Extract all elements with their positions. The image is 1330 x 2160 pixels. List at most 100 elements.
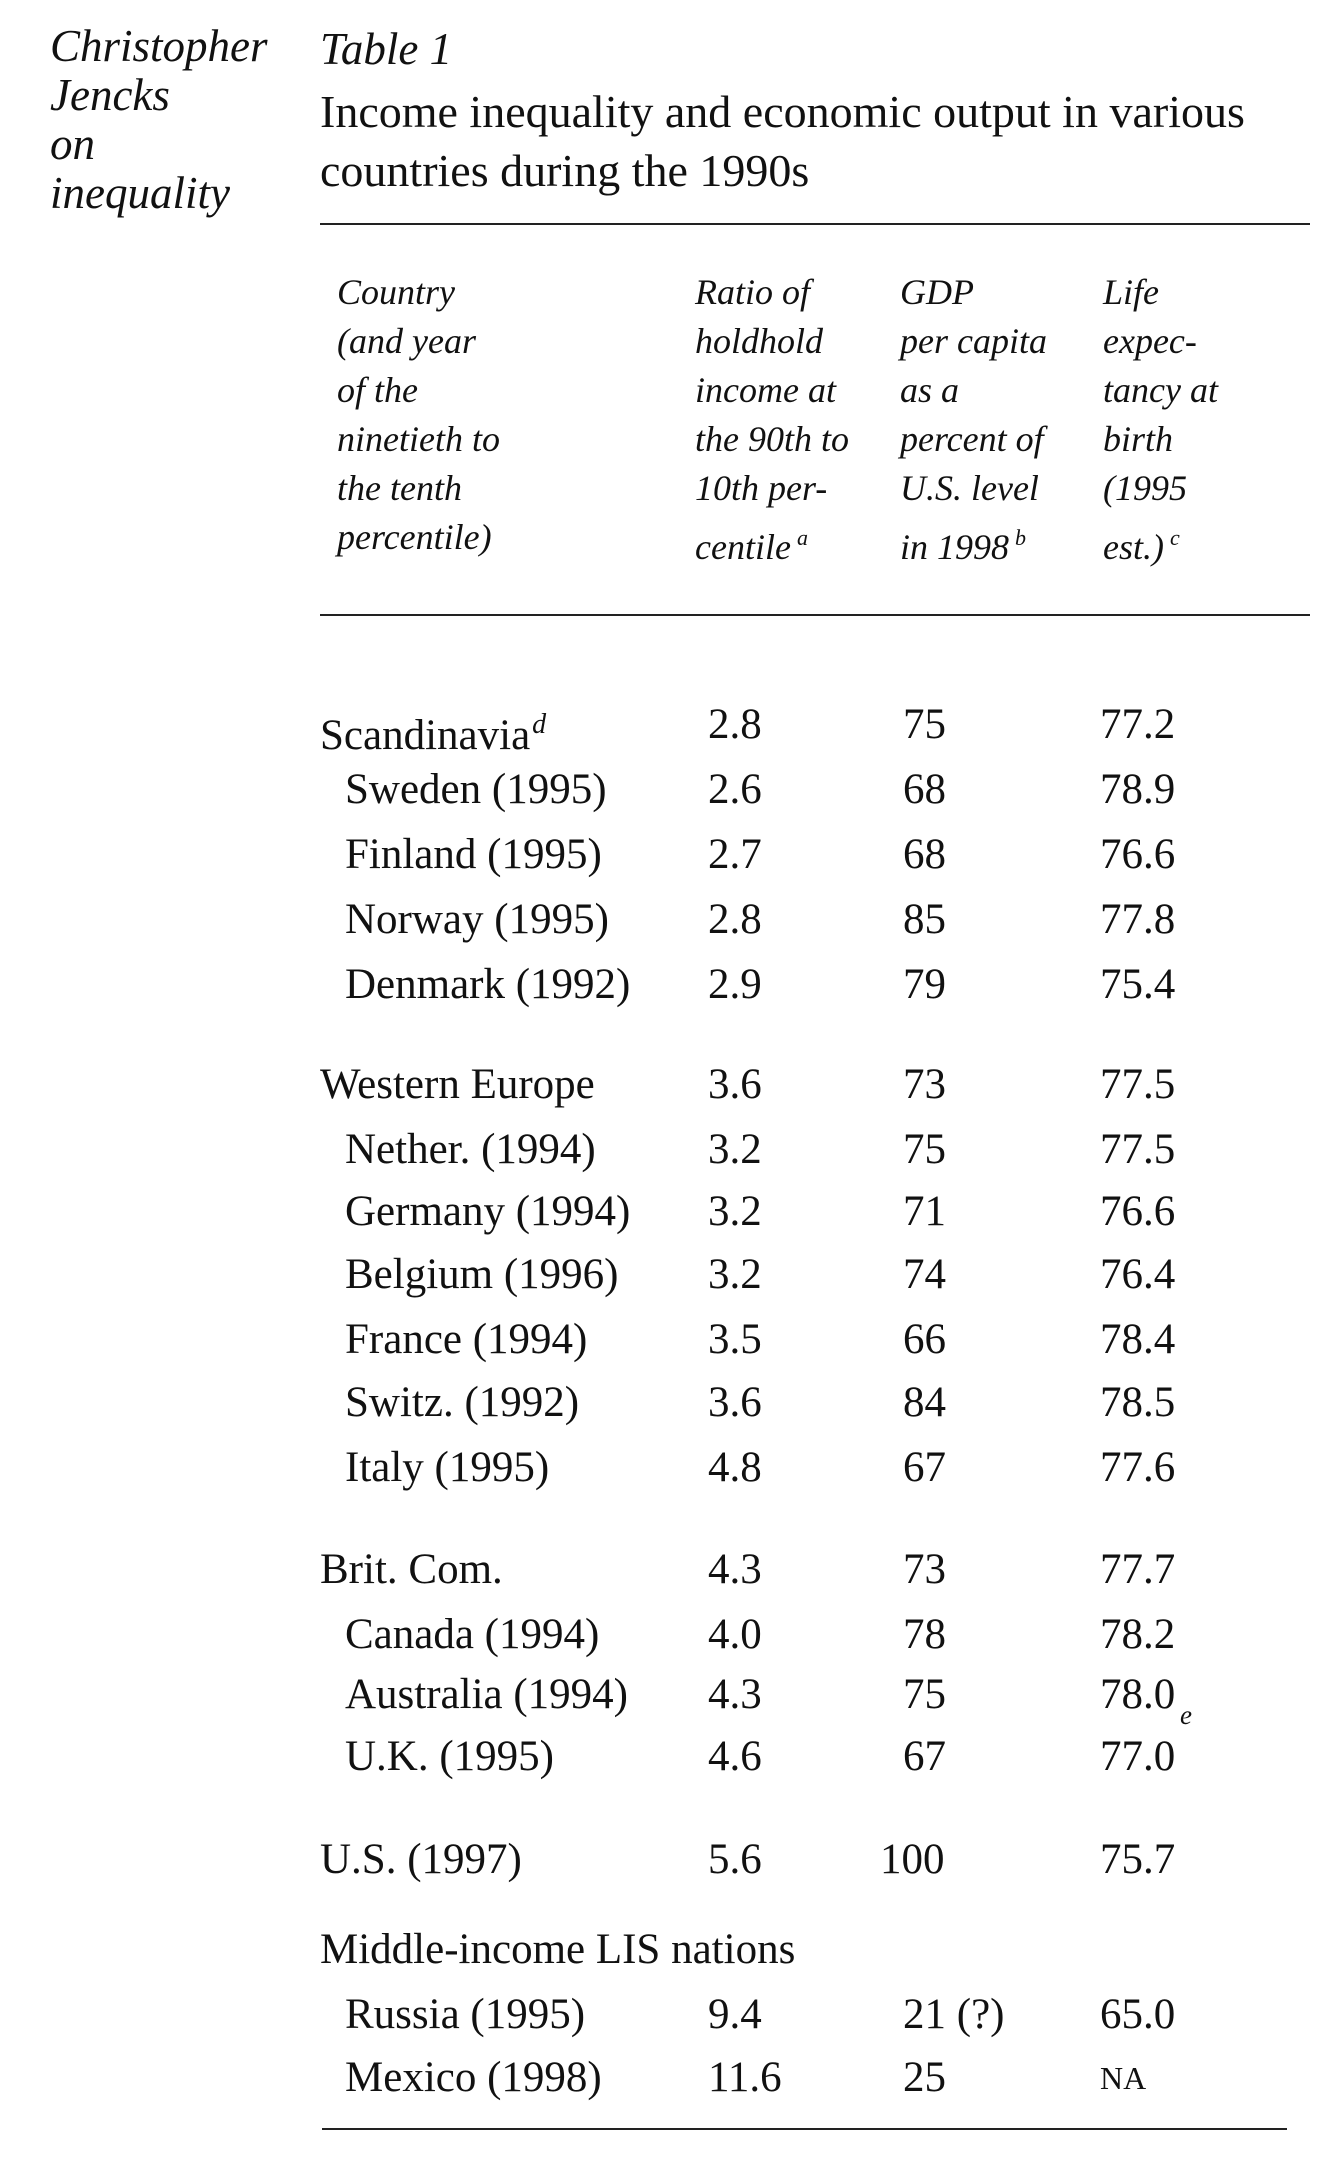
ratio-cell: 3.2 [708,1251,762,1298]
running-head-line: Jencks [50,70,170,120]
ratio-cell: 2.8 [708,896,762,943]
group-heading-middle-income: Middle-income LIS nations [320,1926,796,1973]
ratio-cell: 9.4 [708,1991,762,2038]
footnote-marker-e: e [1180,1700,1192,1730]
gdp-cell: 71 [903,1188,946,1235]
gdp-cell: 66 [903,1316,946,1363]
country-cell: Russia (1995) [345,1991,586,2038]
country-cell: Belgium (1996) [345,1251,619,1298]
table-row: Finland (1995) 2.7 68 76.6 [0,825,1330,885]
life-expectancy-cell: 77.0 [1100,1733,1176,1780]
bottom-rule [322,2128,1287,2130]
header-rule [320,614,1310,616]
footnote-marker: c [1169,525,1180,550]
table-row: Mexico (1998) 11.6 25 NA [0,2048,1330,2108]
running-head-line: on [50,119,95,169]
footnote-marker: a [796,525,808,550]
life-expectancy-cell: 78.2 [1100,1611,1176,1658]
country-cell: Western Europe [320,1061,595,1108]
table-row: Denmark (1992) 2.9 79 75.4 [0,955,1330,1015]
table-row: Switz. (1992) 3.6 84 78.5 [0,1373,1330,1433]
country-cell: Germany (1994) [345,1188,631,1235]
country-cell: U.S. (1997) [320,1836,522,1883]
running-head-line: Christopher [50,21,268,71]
ratio-cell: 11.6 [708,2054,782,2101]
table-row: Canada (1994) 4.0 78 78.2 [0,1605,1330,1665]
table-row: U.S. (1997) 5.6 100 75.7 [0,1830,1330,1890]
table-row: Russia (1995) 9.4 21 (?) 65.0 [0,1985,1330,2045]
top-rule [320,223,1310,225]
gdp-cell: 74 [903,1251,946,1298]
ratio-cell: 4.6 [708,1733,762,1780]
country-cell: Brit. Com. [320,1546,503,1593]
ratio-cell: 3.5 [708,1316,762,1363]
ratio-cell: 4.3 [708,1671,762,1718]
life-expectancy-cell: 75.4 [1100,961,1176,1008]
ratio-cell: 2.9 [708,961,762,1008]
country-cell: Denmark (1992) [345,961,631,1008]
ratio-cell: 4.0 [708,1611,762,1658]
life-expectancy-cell: 78.5 [1100,1379,1176,1426]
country-cell: Australia (1994) [345,1671,629,1718]
running-head-line: inequality [50,168,230,218]
table-row: Italy (1995) 4.8 67 77.6 [0,1438,1330,1498]
country-cell: Switz. (1992) [345,1379,580,1426]
life-expectancy-cell: 78.0 [1100,1671,1176,1718]
gdp-cell: 84 [903,1379,946,1426]
ratio-cell: 4.8 [708,1444,762,1491]
gdp-cell: 68 [903,831,946,878]
table-row: Nether. (1994) 3.2 75 77.5 [0,1120,1330,1180]
life-expectancy-cell: 77.5 [1100,1061,1176,1108]
table-row: Australia (1994) 4.3 75 78.0 [0,1665,1330,1725]
country-cell: Scandinavia [320,712,531,759]
life-expectancy-cell: 77.5 [1100,1126,1176,1173]
gdp-cell: 67 [903,1444,946,1491]
ratio-cell: 2.8 [708,701,762,748]
table-row: Belgium (1996) 3.2 74 76.4 [0,1245,1330,1305]
life-expectancy-cell: 78.4 [1100,1316,1176,1363]
country-cell: Italy (1995) [345,1444,550,1491]
life-expectancy-cell: 76.6 [1100,1188,1176,1235]
ratio-cell: 3.2 [708,1188,762,1235]
life-expectancy-cell: NA [1100,2060,1147,2096]
life-expectancy-cell: 77.6 [1100,1444,1176,1491]
country-cell: Mexico (1998) [345,2054,602,2101]
ratio-cell: 4.3 [708,1546,762,1593]
table-row: Scandinaviad 2.8 75 77.2 [0,695,1330,759]
column-header-country: Country (and year of the ninetieth to th… [337,272,500,557]
life-expectancy-cell: 78.9 [1100,766,1176,813]
table-row: Sweden (1995) 2.6 68 78.9 [0,760,1330,820]
life-expectancy-cell: 75.7 [1100,1836,1176,1883]
gdp-cell: 68 [903,766,946,813]
gdp-cell: 79 [903,961,946,1008]
gdp-cell: 67 [903,1733,946,1780]
gdp-cell: 73 [903,1061,946,1108]
country-cell: Norway (1995) [345,896,609,943]
life-expectancy-cell: 77.7 [1100,1546,1176,1593]
table-label: Table 1 [320,24,453,74]
ratio-cell: 3.6 [708,1061,762,1108]
life-expectancy-cell: 77.2 [1100,701,1176,748]
table-row: France (1994) 3.5 66 78.4 [0,1310,1330,1370]
gdp-cell: 75 [903,1671,946,1718]
footnote-marker: d [532,709,547,740]
table-row: Germany (1994) 3.2 71 76.6 [0,1182,1330,1242]
gdp-cell: 25 [903,2054,946,2101]
running-head: Christopher Jencks on inequality [50,22,268,218]
gdp-cell: 100 [880,1836,945,1883]
column-header-life: Life expec- tancy at birth (1995 est.) c [1103,272,1218,567]
gdp-cell: 21 (?) [903,1991,1005,2038]
life-expectancy-cell: 76.6 [1100,831,1176,878]
column-header-gdp: GDP per capita as a percent of U.S. leve… [900,272,1047,567]
table-row: Western Europe 3.6 73 77.5 [0,1055,1330,1115]
gdp-cell: 78 [903,1611,946,1658]
ratio-cell: 2.6 [708,766,762,813]
ratio-cell: 3.6 [708,1379,762,1426]
country-cell: France (1994) [345,1316,588,1363]
life-expectancy-cell: 65.0 [1100,1991,1176,2038]
country-cell-wrap: Scandinaviad [320,695,546,766]
ratio-cell: 2.7 [708,831,762,878]
table-row: Brit. Com. 4.3 73 77.7 [0,1540,1330,1600]
country-cell: Finland (1995) [345,831,602,878]
life-expectancy-cell: 77.8 [1100,896,1176,943]
